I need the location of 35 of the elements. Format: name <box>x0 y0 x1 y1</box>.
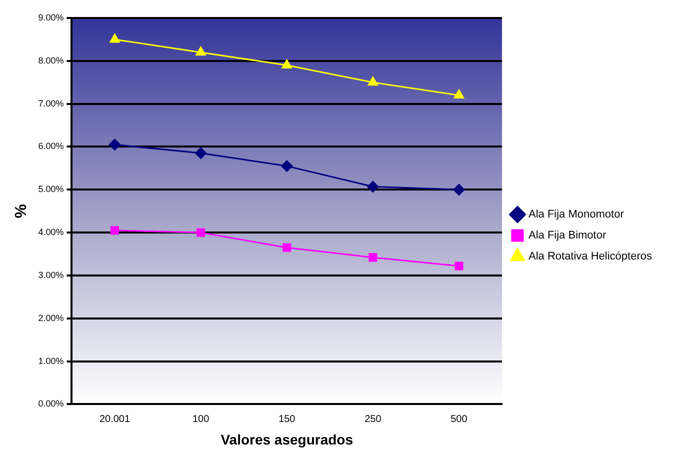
y-tick-label: 2.00% <box>38 312 64 323</box>
point <box>110 34 120 43</box>
y-tick-label: 8.00% <box>38 55 64 66</box>
x-tick-label: 100 <box>192 414 210 425</box>
y-tick-label: 9.00% <box>38 12 64 22</box>
point <box>454 89 464 98</box>
point <box>195 147 207 159</box>
point <box>282 59 292 68</box>
legend-label: Ala Fija Bimotor <box>528 230 606 242</box>
x-axis-title: Valores asegurados <box>220 431 354 448</box>
point <box>282 243 292 252</box>
point <box>453 184 465 196</box>
point <box>196 46 206 56</box>
point <box>281 160 293 172</box>
y-axis-title: % <box>13 204 30 218</box>
y-tick-label: 4.00% <box>38 227 64 238</box>
y-tick-label: 3.00% <box>38 270 64 280</box>
x-tick-label: 500 <box>450 414 468 425</box>
y-tick-label: 1.00% <box>38 356 64 366</box>
x-tick-label: 250 <box>364 414 382 425</box>
point <box>108 138 120 150</box>
y-tick-label: 0.00% <box>38 398 64 409</box>
point <box>110 226 120 235</box>
point <box>454 262 464 270</box>
legend-label: Ala Fija Monomotor <box>528 208 624 221</box>
point <box>368 253 378 262</box>
legend-label: Ala Rotativa Helicópteros <box>528 250 652 263</box>
x-tick-label: 150 <box>278 414 296 425</box>
y-tick-label: 7.00% <box>38 98 64 108</box>
y-tick-label: 6.00% <box>38 141 64 152</box>
x-tick-label: 20.001 <box>99 414 130 425</box>
y-tick-label: 5.00% <box>38 184 64 194</box>
point <box>368 76 378 86</box>
point <box>196 228 206 237</box>
point <box>367 180 379 192</box>
